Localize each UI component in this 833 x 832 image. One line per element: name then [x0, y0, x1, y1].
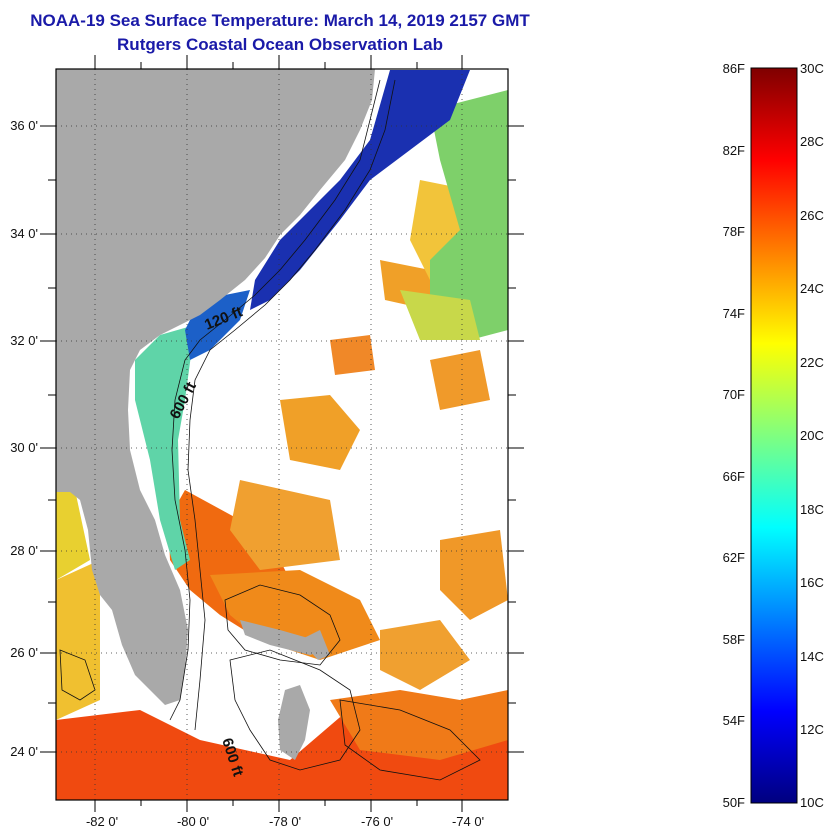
coastal-cold-water-north [250, 70, 470, 310]
lat-label-36: 36 0' [10, 118, 38, 133]
colorbar-f-58: 58F [723, 632, 745, 647]
map-ticks [40, 55, 524, 812]
lat-label-30: 30 0' [10, 440, 38, 455]
colorbar-c-30: 30C [800, 61, 824, 76]
lat-label-28: 28 0' [10, 543, 38, 558]
colorbar-f-70: 70F [723, 387, 745, 402]
land-grand-bahama [240, 620, 325, 655]
colorbar-c-20: 20C [800, 428, 824, 443]
land-abaco [300, 630, 330, 660]
southeast-orange-patch [380, 620, 470, 690]
map-content [56, 69, 508, 800]
gulf-of-mexico-yellow [56, 490, 90, 580]
map-frame [55, 68, 509, 801]
land-mainland [56, 69, 375, 705]
colorbar-c-24: 24C [800, 281, 824, 296]
southern-bank-contour [339, 699, 481, 781]
colorbar-f-54: 54F [723, 713, 745, 728]
lat-label-24: 24 0' [10, 744, 38, 759]
colorbar-c-18: 18C [800, 502, 824, 517]
open-ocean-orange-patch-4 [440, 530, 508, 620]
lon-label-80: -80 0' [177, 814, 209, 829]
colorbar-f-66: 66F [723, 469, 745, 484]
graticule [56, 69, 508, 800]
offshore-green-region [430, 90, 508, 340]
open-ocean-orange-patch-3 [230, 480, 340, 570]
colorbar-f-78: 78F [723, 224, 745, 239]
colorbar-c-12: 12C [800, 722, 824, 737]
map-title: NOAA-19 Sea Surface Temperature: March 1… [30, 11, 530, 30]
colorbar-f-74: 74F [723, 306, 745, 321]
florida-shelf-green [135, 325, 195, 570]
open-ocean-orange-patch-1 [280, 395, 360, 470]
bahamas-bank-contour [224, 584, 341, 666]
isobath-600ft [187, 79, 396, 731]
colorbar-gradient [750, 67, 798, 804]
great-bahama-bank-contour [229, 649, 361, 771]
colorbar-c-28: 28C [800, 134, 824, 149]
isobath-120ft [169, 79, 381, 721]
lon-label-74: -74 0' [452, 814, 484, 829]
lat-label-32: 32 0' [10, 333, 38, 348]
offshore-yellow-green-region [400, 290, 480, 340]
open-ocean-orange-patch-5 [330, 335, 375, 375]
colorbar-f-62: 62F [723, 550, 745, 565]
colorbar-c-16: 16C [800, 575, 824, 590]
gulf-contour [59, 649, 96, 701]
lon-label-82: -82 0' [86, 814, 118, 829]
lat-label-26: 26 0' [10, 645, 38, 660]
lat-label-34: 34 0' [10, 226, 38, 241]
lon-label-76: -76 0' [361, 814, 393, 829]
colorbar-f-86: 86F [723, 61, 745, 76]
bahamas-warm-patch [210, 570, 380, 660]
colorbar-f-82: 82F [723, 143, 745, 158]
southern-east-warm-patch [330, 690, 508, 760]
open-ocean-orange-patch-6 [430, 350, 490, 410]
land-andros-island [278, 685, 310, 760]
gulf-of-mexico-warm [56, 560, 100, 720]
colorbar-c-10: 10C [800, 795, 824, 810]
map-subtitle: Rutgers Coastal Ocean Observation Lab [117, 35, 443, 54]
temperature-colorbar: 86F 82F 78F 74F 70F 66F 62F 58F 54F 50F … [723, 61, 824, 810]
colorbar-c-14: 14C [800, 649, 824, 664]
lon-label-78: -78 0' [269, 814, 301, 829]
colorbar-c-26: 26C [800, 208, 824, 223]
colorbar-c-22: 22C [800, 355, 824, 370]
colorbar-f-50: 50F [723, 795, 745, 810]
